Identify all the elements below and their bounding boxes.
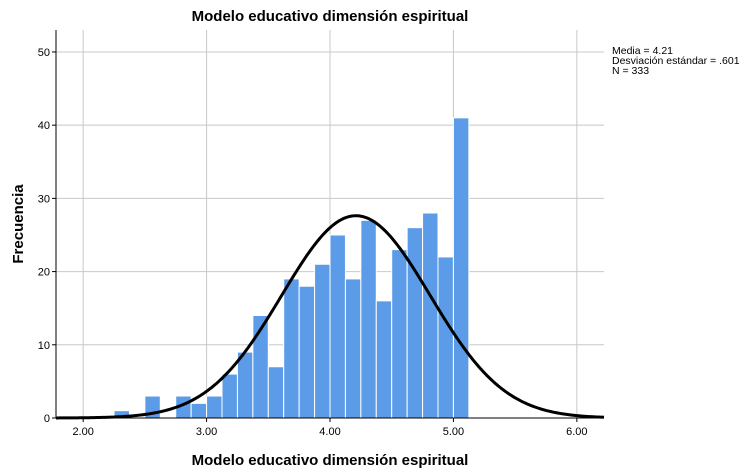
- x-tick-label: 4.00: [319, 426, 340, 438]
- y-tick-label: 10: [38, 340, 50, 352]
- histogram-bar: [314, 263, 331, 419]
- histogram-bar: [452, 117, 470, 419]
- histogram-bar: [221, 373, 238, 419]
- histogram-bars: [113, 117, 470, 419]
- normal-curve: [56, 214, 605, 420]
- histogram-bar: [206, 395, 223, 419]
- histogram-bar: [375, 300, 393, 419]
- histogram-bar: [298, 285, 316, 419]
- histogram-bar: [406, 227, 424, 419]
- x-axis-title: Modelo educativo dimensión espiritual: [192, 452, 469, 469]
- x-tick-label: 2.00: [72, 426, 93, 438]
- y-axis-title: Frecuencia: [10, 184, 27, 264]
- y-tick-label: 20: [38, 267, 50, 279]
- x-tick-label: 6.00: [566, 426, 587, 438]
- y-tick-labels: 0 10 20 30 40 50: [38, 47, 56, 425]
- y-tick-label: 30: [38, 193, 50, 205]
- histogram-bar: [190, 402, 208, 419]
- histogram-bar: [422, 212, 439, 419]
- histogram-bar: [236, 351, 254, 419]
- histogram-bar: [344, 278, 362, 419]
- x-tick-labels: 2.00 3.00 4.00 5.00 6.00: [72, 418, 588, 438]
- y-tick-label: 40: [38, 120, 50, 132]
- y-tick-label: 50: [38, 47, 50, 59]
- stats-line: Media = 4.21: [612, 45, 673, 57]
- histogram-bar: [267, 366, 285, 419]
- stats-line: Desviación estándar = .601: [612, 55, 740, 67]
- histogram-bar: [360, 219, 377, 419]
- stats-line: N = 333: [612, 65, 649, 77]
- x-tick-label: 5.00: [443, 426, 464, 438]
- histogram-bar: [437, 256, 454, 419]
- x-tick-label: 3.00: [196, 426, 217, 438]
- chart-title: Modelo educativo dimensión espiritual: [192, 8, 469, 25]
- histogram-bar: [391, 249, 408, 419]
- histogram-bar: [329, 234, 346, 419]
- y-tick-label: 0: [44, 413, 50, 425]
- histogram-bar: [283, 278, 300, 419]
